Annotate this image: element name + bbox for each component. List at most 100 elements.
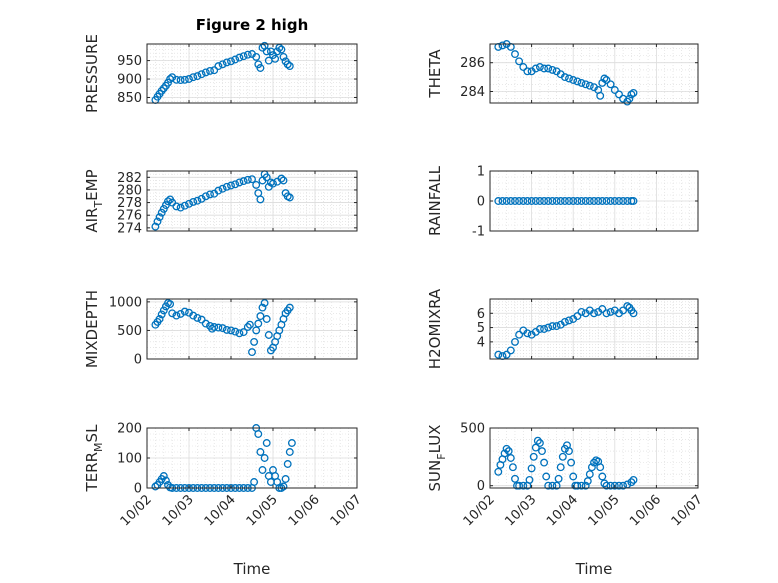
data-point — [185, 75, 193, 83]
axes-box — [489, 298, 699, 360]
data-point — [560, 197, 569, 205]
data-point — [523, 329, 532, 338]
data-point — [590, 458, 598, 467]
data-point — [590, 309, 598, 318]
data-point — [151, 482, 160, 491]
data-point — [540, 64, 549, 73]
data-point — [602, 76, 611, 84]
data-point — [598, 197, 607, 205]
data-point — [533, 436, 542, 445]
data-point — [585, 81, 594, 90]
x-tick-label: 10/06 — [627, 492, 664, 529]
data-point — [565, 316, 573, 325]
data-point — [201, 68, 210, 77]
data-point — [498, 41, 507, 50]
plot-area — [147, 299, 357, 359]
data-point — [185, 199, 193, 208]
data-point — [629, 197, 638, 205]
data-point — [535, 63, 544, 71]
y-axis-label: PRESSURE — [83, 34, 101, 113]
data-point — [540, 197, 549, 205]
axes-box — [146, 170, 358, 232]
axes-box — [146, 43, 358, 104]
data-point — [625, 94, 634, 103]
x-tick-label: 10/02 — [461, 492, 498, 529]
data-point — [285, 62, 294, 71]
data-point — [262, 439, 271, 447]
data-point — [172, 311, 181, 320]
subplot-theta: 284 286 THETA — [426, 40, 699, 106]
y-tick-label: 0 — [134, 353, 142, 368]
data-point — [606, 197, 615, 205]
y-tick-label: 282 — [117, 171, 142, 186]
data-point — [525, 475, 534, 484]
data-point — [159, 204, 168, 213]
y-axis-label: H2OMIXRA — [426, 288, 444, 369]
plot-area — [490, 44, 698, 103]
data-point — [627, 478, 636, 487]
data-point — [239, 52, 248, 61]
data-point — [565, 74, 573, 83]
data-point — [151, 222, 160, 231]
data-point — [197, 315, 206, 324]
data-point — [260, 299, 269, 307]
plot-area — [490, 299, 698, 359]
data-point — [560, 317, 569, 326]
data-point — [260, 454, 269, 462]
data-point — [511, 337, 519, 346]
data-point — [197, 194, 206, 203]
data-point — [285, 303, 294, 312]
data-point — [256, 64, 265, 72]
data-point — [544, 481, 553, 490]
data-point — [600, 74, 609, 83]
data-point — [594, 197, 603, 205]
data-point — [531, 197, 540, 205]
y-tick-label: 276 — [117, 209, 142, 224]
data-point — [606, 80, 615, 89]
data-point — [218, 184, 227, 193]
subplot-h2omixra: 456 H2OMIXRA — [426, 288, 699, 369]
x-tick-label: 10/03 — [160, 492, 197, 529]
data-point — [500, 449, 509, 458]
data-point — [602, 197, 611, 205]
x-tick-label: 10/07 — [328, 492, 365, 529]
data-point — [629, 309, 638, 318]
data-point — [577, 78, 586, 87]
data-point — [542, 472, 551, 481]
data-point — [569, 76, 578, 84]
data-point — [602, 309, 611, 318]
y-axis-label: AIRTEMP — [83, 169, 105, 232]
data-point — [248, 348, 256, 357]
data-point — [629, 88, 638, 97]
data-point — [502, 444, 511, 453]
subplot-mixdepth: 0 500 1000 MIXDEPTH — [83, 290, 358, 368]
data-point — [548, 197, 557, 205]
data-point — [235, 178, 244, 187]
data-point — [554, 474, 563, 483]
data-point — [231, 180, 240, 189]
data-point — [227, 57, 235, 66]
data-point — [548, 65, 557, 74]
data-point — [610, 197, 619, 205]
data-point — [166, 300, 175, 309]
data-point — [629, 475, 638, 484]
data-point — [585, 197, 594, 205]
data-point — [256, 312, 265, 321]
data-point — [189, 197, 198, 206]
data-point — [585, 470, 594, 479]
data-point — [544, 64, 553, 73]
data-point — [189, 311, 198, 320]
data-point — [227, 326, 235, 335]
data-point — [552, 481, 561, 490]
data-point — [519, 197, 528, 205]
data-point — [623, 302, 632, 311]
data-point — [627, 90, 636, 99]
data-point — [544, 323, 553, 332]
data-point — [264, 331, 273, 339]
y-tick-label: 284 — [460, 85, 485, 100]
data-point — [235, 329, 244, 338]
data-point — [581, 481, 590, 490]
data-point — [180, 75, 189, 84]
data-point — [587, 463, 596, 472]
data-point — [235, 53, 244, 62]
